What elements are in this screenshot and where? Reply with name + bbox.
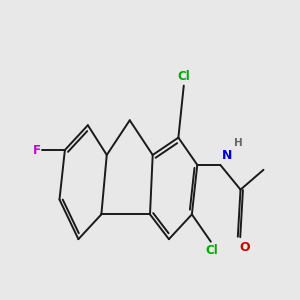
Text: Cl: Cl (177, 70, 190, 83)
Text: H: H (234, 137, 242, 148)
Text: O: O (239, 241, 250, 254)
Text: N: N (222, 149, 232, 162)
Text: Cl: Cl (206, 244, 218, 257)
Text: F: F (33, 143, 41, 157)
